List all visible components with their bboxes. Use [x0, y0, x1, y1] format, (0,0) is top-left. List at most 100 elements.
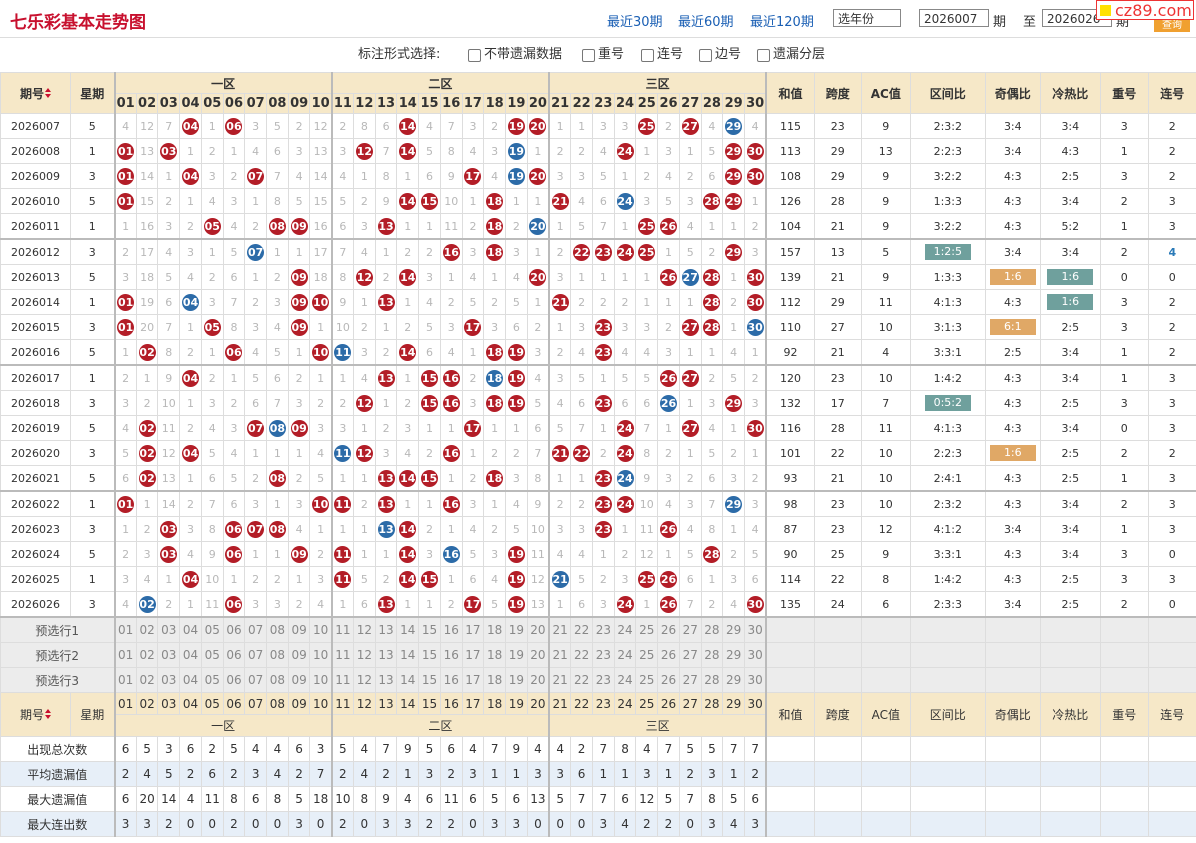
- preview-number[interactable]: 08: [266, 616, 289, 643]
- preview-number[interactable]: 07: [244, 667, 268, 693]
- preview-number[interactable]: 06: [222, 616, 246, 643]
- logo[interactable]: cz89.com: [1096, 0, 1194, 20]
- preview-number[interactable]: 01: [113, 616, 137, 643]
- preview-number[interactable]: 25: [635, 616, 659, 643]
- preview-number[interactable]: 23: [591, 667, 615, 693]
- preview-number[interactable]: 03: [157, 642, 181, 668]
- preview-number[interactable]: 09: [287, 642, 311, 668]
- preview-number[interactable]: 13: [374, 667, 398, 693]
- preview-number[interactable]: 30: [744, 642, 767, 668]
- preview-number[interactable]: 18: [483, 642, 507, 668]
- preview-number[interactable]: 27: [678, 667, 702, 693]
- year-select[interactable]: 选年份: [833, 9, 901, 27]
- from-input[interactable]: 2026007: [919, 9, 989, 27]
- preview-number[interactable]: 19: [505, 667, 528, 693]
- preview-number[interactable]: 07: [244, 642, 268, 668]
- preview-number[interactable]: 25: [635, 642, 659, 668]
- preview-number[interactable]: 27: [678, 616, 702, 643]
- preview-number[interactable]: 01: [113, 667, 137, 693]
- preview-number[interactable]: 22: [570, 667, 593, 693]
- preview-number[interactable]: 27: [678, 642, 702, 668]
- preview-number[interactable]: 21: [548, 642, 572, 668]
- preview-number[interactable]: 11: [330, 616, 354, 643]
- sort-icon[interactable]: [45, 709, 51, 719]
- preview-number[interactable]: 04: [179, 642, 202, 668]
- preview-number[interactable]: 29: [722, 616, 745, 643]
- checkbox[interactable]: [641, 49, 654, 62]
- preview-number[interactable]: 23: [591, 616, 615, 643]
- preview-number[interactable]: 26: [657, 616, 680, 643]
- preview-number[interactable]: 18: [483, 667, 507, 693]
- preview-number[interactable]: 28: [700, 667, 724, 693]
- preview-number[interactable]: 08: [266, 642, 289, 668]
- preview-number[interactable]: 15: [418, 642, 441, 668]
- preview-number[interactable]: 02: [135, 667, 159, 693]
- preview-number[interactable]: 28: [700, 642, 724, 668]
- preview-number[interactable]: 12: [352, 642, 376, 668]
- preview-number[interactable]: 24: [613, 667, 637, 693]
- preview-number[interactable]: 12: [352, 667, 376, 693]
- preview-number[interactable]: 13: [374, 642, 398, 668]
- preview-number[interactable]: 15: [418, 667, 441, 693]
- range-link[interactable]: 最近30期: [607, 15, 663, 30]
- preview-number[interactable]: 28: [700, 616, 724, 643]
- preview-number[interactable]: 14: [396, 642, 420, 668]
- preview-number[interactable]: 29: [722, 667, 745, 693]
- range-link[interactable]: 最近120期: [750, 15, 814, 30]
- preview-number[interactable]: 02: [135, 616, 159, 643]
- preview-number[interactable]: 16: [439, 642, 463, 668]
- preview-number[interactable]: 05: [200, 642, 224, 668]
- preview-number[interactable]: 20: [526, 667, 550, 693]
- preview-number[interactable]: 21: [548, 667, 572, 693]
- query-button[interactable]: 查询: [1154, 20, 1190, 32]
- preview-number[interactable]: 10: [309, 667, 333, 693]
- preview-number[interactable]: 16: [439, 667, 463, 693]
- preview-number[interactable]: 13: [374, 616, 398, 643]
- preview-number[interactable]: 12: [352, 616, 376, 643]
- to-input[interactable]: 2026026: [1042, 9, 1112, 27]
- preview-number[interactable]: 18: [483, 616, 507, 643]
- preview-number[interactable]: 04: [179, 616, 202, 643]
- preview-number[interactable]: 20: [526, 616, 550, 643]
- preview-number[interactable]: 17: [461, 642, 485, 668]
- preview-number[interactable]: 09: [287, 667, 311, 693]
- preview-number[interactable]: 11: [330, 642, 354, 668]
- range-link[interactable]: 最近60期: [678, 15, 734, 30]
- sort-icon[interactable]: [45, 87, 51, 98]
- preview-number[interactable]: 21: [548, 616, 572, 643]
- preview-number[interactable]: 05: [200, 616, 224, 643]
- preview-number[interactable]: 20: [526, 642, 550, 668]
- preview-number[interactable]: 25: [635, 667, 659, 693]
- preview-number[interactable]: 26: [657, 642, 680, 668]
- preview-number[interactable]: 24: [613, 642, 637, 668]
- preview-number[interactable]: 22: [570, 642, 593, 668]
- preview-number[interactable]: 22: [570, 616, 593, 643]
- checkbox[interactable]: [468, 49, 481, 62]
- preview-number[interactable]: 17: [461, 667, 485, 693]
- preview-number[interactable]: 03: [157, 667, 181, 693]
- preview-number[interactable]: 14: [396, 667, 420, 693]
- preview-number[interactable]: 02: [135, 642, 159, 668]
- preview-number[interactable]: 15: [418, 616, 441, 643]
- preview-number[interactable]: 30: [744, 667, 767, 693]
- preview-number[interactable]: 10: [309, 616, 333, 643]
- preview-number[interactable]: 06: [222, 642, 246, 668]
- preview-number[interactable]: 03: [157, 616, 181, 643]
- preview-number[interactable]: 19: [505, 642, 528, 668]
- preview-number[interactable]: 29: [722, 642, 745, 668]
- preview-number[interactable]: 14: [396, 616, 420, 643]
- preview-number[interactable]: 04: [179, 667, 202, 693]
- preview-number[interactable]: 16: [439, 616, 463, 643]
- preview-number[interactable]: 06: [222, 667, 246, 693]
- checkbox[interactable]: [757, 49, 770, 62]
- preview-number[interactable]: 08: [266, 667, 289, 693]
- checkbox[interactable]: [582, 49, 595, 62]
- preview-number[interactable]: 24: [613, 616, 637, 643]
- preview-number[interactable]: 01: [113, 642, 137, 668]
- preview-number[interactable]: 11: [330, 667, 354, 693]
- preview-number[interactable]: 10: [309, 642, 333, 668]
- preview-number[interactable]: 05: [200, 667, 224, 693]
- preview-number[interactable]: 07: [244, 616, 268, 643]
- preview-number[interactable]: 30: [744, 616, 767, 643]
- preview-number[interactable]: 19: [505, 616, 528, 643]
